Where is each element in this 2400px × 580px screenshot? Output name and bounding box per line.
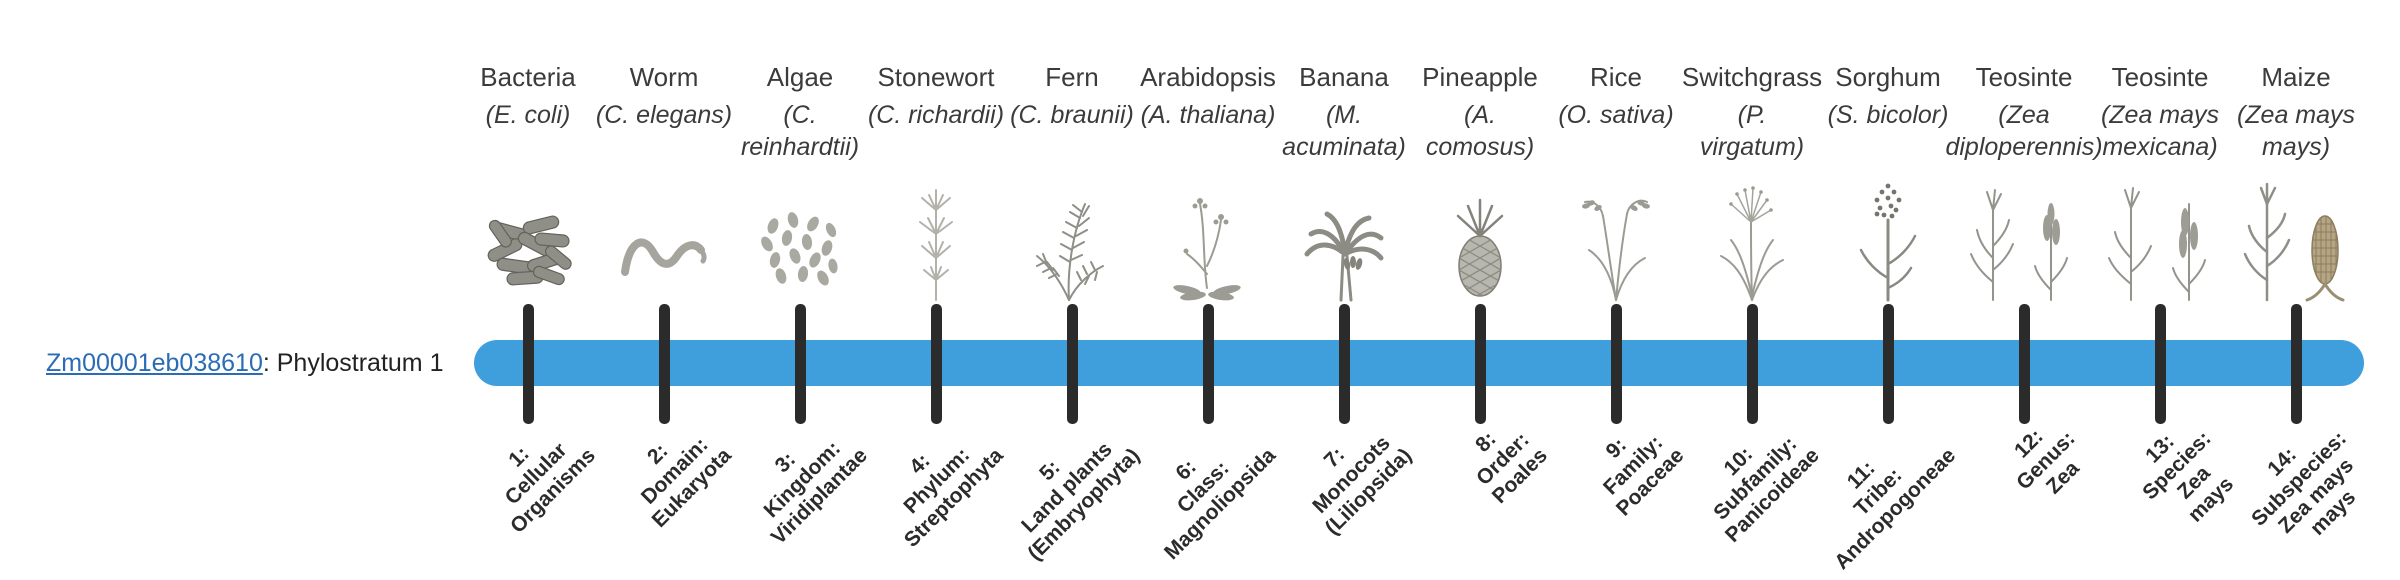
- stratum-column-7: Banana (M. acuminata): [1276, 0, 1416, 580]
- organism-name: Pineapple: [1422, 62, 1538, 92]
- bacteria-icon: [460, 166, 596, 306]
- gene-id-link[interactable]: Zm00001eb038610: [46, 349, 263, 377]
- teosinte-mexicana-icon: [2092, 166, 2228, 306]
- fern-icon: [1004, 166, 1140, 306]
- organism-name: Stonewort: [877, 62, 995, 92]
- organism-name: Rice: [1589, 62, 1643, 92]
- organism-scientific-name: (C. braunii): [1010, 101, 1134, 129]
- pineapple-icon: [1412, 166, 1548, 306]
- strata-columns: Bacteria (E. coli): [460, 0, 2364, 580]
- organism-name: Fern: [1045, 62, 1099, 92]
- stratum-column-13: Teosinte (Zea mays mexicana): [2092, 0, 2238, 580]
- arabidopsis-icon: [1140, 166, 1276, 306]
- phylostratum-rank-label: 11: Tribe: Andropogoneae: [1830, 444, 1961, 575]
- timeline-tick: [523, 304, 534, 424]
- stratum-column-6: Arabidopsis (A. thaliana): [1140, 0, 1280, 580]
- organism-scientific-name: (C. reinhardtii): [740, 101, 860, 161]
- timeline-tick: [1611, 304, 1622, 424]
- timeline-tick: [2291, 304, 2302, 424]
- stonewort-icon: [868, 166, 1004, 306]
- organism-scientific-name: (Zea diploperennis): [1945, 101, 2103, 161]
- organism-scientific-name: (Zea mays mexicana): [2100, 101, 2220, 161]
- phylostratum-rank-label: 8: Order: Poales: [1471, 427, 1553, 509]
- stratum-column-10: Switchgrass (P. virgatum): [1681, 0, 1824, 580]
- worm-icon: [596, 166, 732, 306]
- phylostrata-bar: [474, 340, 2364, 386]
- gene-phylostratum-text: : Phylostratum 1: [262, 349, 444, 377]
- organism-scientific-name: (C. richardii): [867, 101, 1005, 129]
- timeline-tick: [1475, 304, 1486, 424]
- algae-icon: [732, 166, 868, 306]
- stratum-column-1: Bacteria (E. coli): [460, 0, 600, 580]
- phylostratum-rank-label: 1: Cellular Organisms: [501, 438, 601, 538]
- phylostratum-rank-label: 14: Subspecies: Zea mays mays: [2247, 427, 2361, 541]
- organism-scientific-name: (P. virgatum): [1699, 101, 1805, 161]
- phylostratum-rank-label: 9: Family: Poaceae: [1598, 431, 1689, 521]
- organism-scientific-name: (E. coli): [485, 101, 571, 129]
- organism-name: Maize: [2261, 62, 2331, 92]
- stratum-column-5: Fern (C. braunii) 5: Land plants (Embryo…: [1004, 0, 1144, 580]
- stratum-column-14: Maize (Zea mays mays): [2228, 0, 2364, 580]
- timeline-tick: [2019, 304, 2030, 424]
- teosinte-diploperennis-icon: [1956, 166, 2092, 306]
- gene-label: Zm00001eb038610: Phylostratum 1: [46, 349, 444, 378]
- phylostratum-rank-label: 6: Class: Magnoliopsida: [1160, 444, 1281, 565]
- organism-scientific-name: (Zea mays mays): [2236, 101, 2356, 161]
- stratum-column-8: Pineapple (A. comosus) 8: Order: Poales: [1412, 0, 1552, 580]
- maize-icon: [2228, 166, 2364, 306]
- organism-name: Sorghum: [1835, 62, 1941, 92]
- timeline-tick: [1339, 304, 1350, 424]
- stratum-column-2: Worm (C. elegans) 2: Domain: Eukaryota: [595, 0, 736, 580]
- rice-icon: [1548, 166, 1684, 306]
- phylostratum-rank-label: 7: Monocots (Liliopsida): [1308, 431, 1417, 540]
- timeline-tick: [659, 304, 670, 424]
- organism-name: Bacteria: [480, 62, 576, 92]
- stratum-column-3: Algae (C. reinhardtii): [732, 0, 872, 580]
- organism-scientific-name: (M. acuminata): [1282, 101, 1406, 161]
- timeline-tick: [1883, 304, 1894, 424]
- timeline-tick: [1203, 304, 1214, 424]
- phylostratum-rank-label: 3: Kingdom: Viridiplantae: [759, 436, 873, 550]
- timeline-tick: [2155, 304, 2166, 424]
- stratum-column-12: Teosinte (Zea diploperennis): [1945, 0, 2102, 580]
- phylostratum-rank-label: 5: Land plants (Embryophyta): [1017, 437, 1145, 566]
- stratum-column-9: Rice (O. sativa): [1548, 0, 1688, 580]
- organism-name: Arabidopsis: [1140, 62, 1276, 92]
- organism-scientific-name: (C. elegans): [595, 101, 733, 129]
- switchgrass-icon: [1684, 166, 1820, 306]
- phylostratum-rank-label: 12: Genus: Zea: [2009, 424, 2084, 499]
- organism-scientific-name: (A. thaliana): [1140, 101, 1276, 129]
- organism-name: Teosinte: [1975, 62, 2073, 92]
- organism-name: Switchgrass: [1681, 62, 1823, 92]
- stratum-column-11: Sorghum (S. bicolor): [1820, 0, 1961, 580]
- organism-name: Worm: [629, 62, 699, 92]
- organism-scientific-name: (O. sativa): [1558, 101, 1674, 129]
- timeline-tick: [931, 304, 942, 424]
- timeline-tick: [1067, 304, 1078, 424]
- organism-name: Teosinte: [2111, 62, 2209, 92]
- organism-name: Banana: [1299, 62, 1389, 92]
- sorghum-icon: [1820, 166, 1956, 306]
- phylostratum-rank-label: 2: Domain: Eukaryota: [637, 433, 737, 533]
- organism-name: Algae: [766, 62, 834, 92]
- timeline-tick: [1747, 304, 1758, 424]
- organism-scientific-name: (A. comosus): [1425, 101, 1535, 161]
- timeline-tick: [795, 304, 806, 424]
- stratum-column-4: Stonewort (C. richardii) 4: Phylum: Stre…: [867, 0, 1008, 580]
- phylostratum-rank-label: 4: Phylum: Streptophyta: [899, 443, 1009, 552]
- organism-scientific-name: (S. bicolor): [1827, 101, 1949, 129]
- banana-icon: [1276, 166, 1412, 306]
